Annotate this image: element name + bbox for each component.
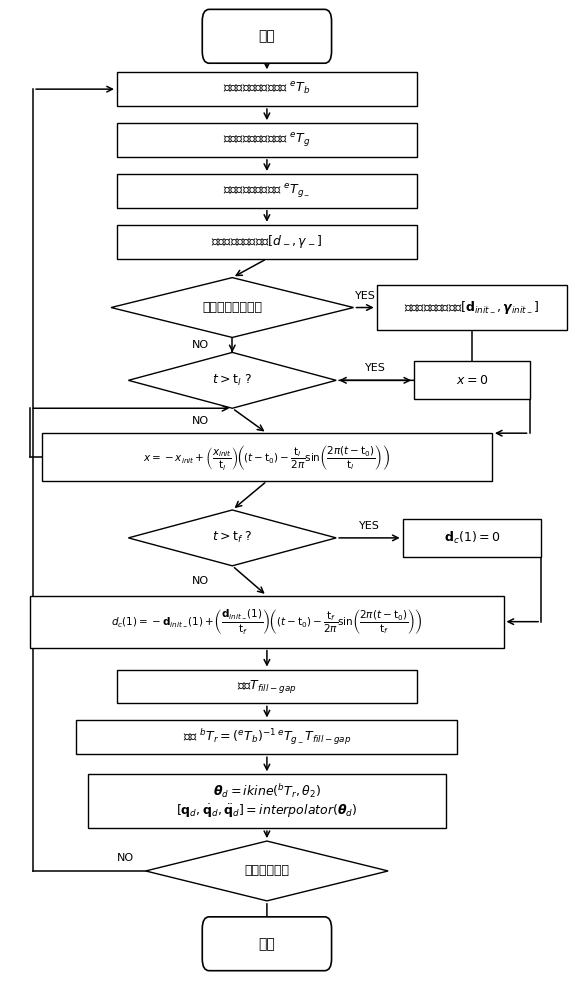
Text: $x = -x_{init} + \left(\dfrac{x_{init}}{\mathrm{t}_l}\right)\!\left((t-\mathrm{t: $x = -x_{init} + \left(\dfrac{x_{init}}{… xyxy=(143,443,390,472)
FancyBboxPatch shape xyxy=(376,285,567,330)
Polygon shape xyxy=(128,510,336,566)
Text: 计算 ${}^bT_r = ({}^eT_b)^{-1}\,{}^eT_{g_-}T_{fill-gap}$: 计算 ${}^bT_r = ({}^eT_b)^{-1}\,{}^eT_{g_-… xyxy=(183,727,351,747)
Text: 记录下初始位姿偏差$[\mathbf{d}_{init_-}, \boldsymbol{\gamma}_{init_-}]$: 记录下初始位姿偏差$[\mathbf{d}_{init_-}, \boldsym… xyxy=(404,299,539,316)
FancyBboxPatch shape xyxy=(202,9,332,63)
Text: 计算$T_{fill-gap}$: 计算$T_{fill-gap}$ xyxy=(237,678,297,695)
Text: 开始: 开始 xyxy=(259,29,276,43)
Text: 解算出新的位姿反馈$[d_-, \gamma_-]$: 解算出新的位姿反馈$[d_-, \gamma_-]$ xyxy=(211,233,322,250)
Text: NO: NO xyxy=(192,340,209,350)
FancyBboxPatch shape xyxy=(117,670,417,703)
Text: $t > \mathrm{t}_l$ ?: $t > \mathrm{t}_l$ ? xyxy=(212,373,252,388)
Text: NO: NO xyxy=(192,576,209,586)
FancyBboxPatch shape xyxy=(88,774,446,828)
Text: 根据相机反馈数据计算 ${}^eT_g$: 根据相机反馈数据计算 ${}^eT_g$ xyxy=(223,131,311,149)
FancyBboxPatch shape xyxy=(403,519,541,557)
Text: $x = 0$: $x = 0$ xyxy=(456,374,488,387)
Text: NO: NO xyxy=(192,416,209,426)
Text: YES: YES xyxy=(354,291,375,301)
FancyBboxPatch shape xyxy=(414,361,530,399)
Text: NO: NO xyxy=(117,853,134,863)
Polygon shape xyxy=(128,352,336,408)
Text: $t > \mathrm{t}_f$ ?: $t > \mathrm{t}_f$ ? xyxy=(212,530,252,545)
FancyBboxPatch shape xyxy=(117,174,417,208)
Text: $\mathbf{d}_c(1) = 0$: $\mathbf{d}_c(1) = 0$ xyxy=(444,530,500,546)
Polygon shape xyxy=(146,841,388,901)
FancyBboxPatch shape xyxy=(202,917,332,971)
Text: 是否伺服到位: 是否伺服到位 xyxy=(244,864,289,877)
Text: 重构新的抓捕点得到 ${}^eT_{g_-}$: 重构新的抓捕点得到 ${}^eT_{g_-}$ xyxy=(223,182,310,200)
FancyBboxPatch shape xyxy=(117,225,417,259)
Text: 根据关节位置反馈计算 ${}^eT_b$: 根据关节位置反馈计算 ${}^eT_b$ xyxy=(223,81,311,97)
Text: $d_c(1) = -\mathbf{d}_{init_-}(1) + \!\left(\dfrac{\mathbf{d}_{init_-}(1)}{\math: $d_c(1) = -\mathbf{d}_{init_-}(1) + \!\l… xyxy=(111,607,423,636)
FancyBboxPatch shape xyxy=(42,433,492,481)
Text: YES: YES xyxy=(359,521,380,531)
Text: $\boldsymbol{\theta}_d = ikine({}^bT_r, \theta_2)$
$[\mathbf{q}_d, \dot{\mathbf{: $\boldsymbol{\theta}_d = ikine({}^bT_r, … xyxy=(176,782,358,820)
Text: YES: YES xyxy=(365,363,386,373)
Polygon shape xyxy=(111,278,353,337)
FancyBboxPatch shape xyxy=(30,596,503,648)
FancyBboxPatch shape xyxy=(77,720,458,754)
Text: 结束: 结束 xyxy=(259,937,276,951)
Text: 是否首次进入伺服: 是否首次进入伺服 xyxy=(202,301,262,314)
FancyBboxPatch shape xyxy=(117,72,417,106)
FancyBboxPatch shape xyxy=(117,123,417,157)
